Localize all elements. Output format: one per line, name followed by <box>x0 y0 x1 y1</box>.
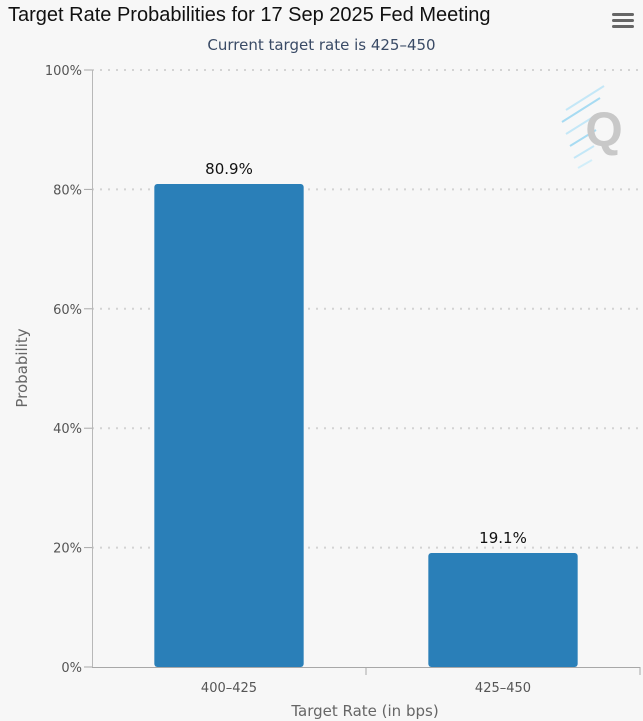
menu-line <box>612 13 634 16</box>
watermark-letter: Q <box>585 104 622 157</box>
y-tick-label: 40% <box>53 422 82 437</box>
chart-title: Target Rate Probabilities for 17 Sep 202… <box>8 4 491 26</box>
y-tick-label: 60% <box>53 303 82 318</box>
grid-lines <box>84 69 640 668</box>
x-tick-label: 425–450 <box>475 681 531 696</box>
data-label: 19.1% <box>479 529 527 547</box>
x-tick-label: 400–425 <box>201 681 257 696</box>
bars <box>154 184 578 668</box>
y-tick-labels: 0% 20% 40% 60% 80% 100% <box>45 64 82 676</box>
x-tick-labels: 400–425 425–450 <box>201 667 641 696</box>
chart-subtitle: Current target rate is 425–450 <box>207 36 436 54</box>
watermark-logo: Q <box>561 85 623 169</box>
y-tick-label: 20% <box>53 542 82 557</box>
q-logo-icon: Q <box>561 85 623 169</box>
data-labels: 80.9% 19.1% <box>205 160 527 547</box>
y-tick-label: 100% <box>45 64 82 79</box>
menu-line <box>612 25 634 28</box>
x-axis-title: Target Rate (in bps) <box>290 702 438 720</box>
menu-line <box>612 19 634 22</box>
bar-2[interactable] <box>428 552 578 667</box>
y-tick-label: 80% <box>53 183 82 198</box>
hamburger-menu-icon[interactable] <box>612 12 634 30</box>
data-label: 80.9% <box>205 160 253 178</box>
y-tick-label: 0% <box>61 661 82 676</box>
y-axis-title: Probability <box>13 328 31 407</box>
bar-1[interactable] <box>154 184 304 668</box>
